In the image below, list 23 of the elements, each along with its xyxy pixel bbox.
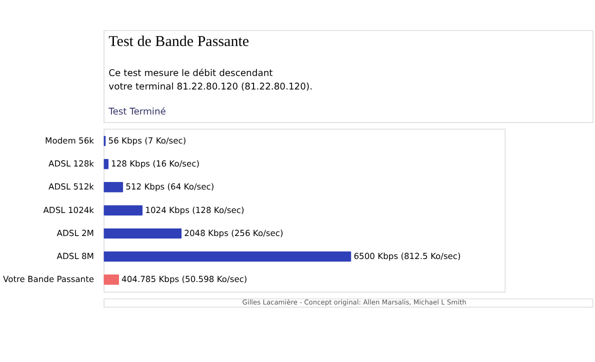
data-label: 512 Kbps (64 Ko/sec) bbox=[126, 182, 214, 192]
data-label: 1024 Kbps (128 Ko/sec) bbox=[145, 204, 244, 215]
bar bbox=[104, 182, 124, 192]
chart-title: Test de Bande Passante bbox=[108, 34, 250, 50]
text: Ce test mesure le débit descendant bbox=[108, 68, 273, 80]
y-tick-label: ADSL 1024k bbox=[43, 204, 94, 215]
data-label: 2048 Kbps (256 Ko/sec) bbox=[184, 228, 284, 238]
data-label: 56 Kbps (7 Ko/sec) bbox=[108, 135, 186, 146]
data-label: 6500 Kbps (812.5 Ko/sec) bbox=[354, 251, 461, 262]
y-tick-label: Modem 56k bbox=[45, 135, 94, 146]
y-tick-label: ADSL 8M bbox=[56, 251, 94, 262]
y-tick-label: Votre Bande Passante bbox=[3, 274, 94, 284]
data-label: 404.785 Kbps (50.598 Ko/sec) bbox=[122, 274, 248, 284]
data-label: 128 Kbps (16 Ko/sec) bbox=[111, 158, 200, 169]
bar bbox=[104, 274, 120, 285]
y-tick-label: ADSL 2M bbox=[56, 228, 94, 238]
text: votre terminal 81.22.80.120 (81.22.80.120). bbox=[108, 82, 312, 93]
bar bbox=[104, 228, 182, 239]
y-tick-label: ADSL 512k bbox=[48, 182, 94, 192]
bar bbox=[104, 251, 352, 262]
y-tick-label: ADSL 128k bbox=[48, 158, 94, 169]
text: Test Terminé bbox=[108, 106, 166, 118]
bar bbox=[104, 205, 143, 216]
